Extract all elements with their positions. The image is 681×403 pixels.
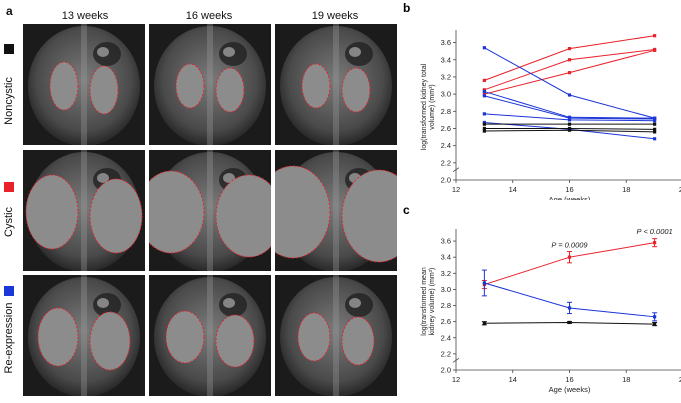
- data-point-re-expression: [567, 118, 572, 122]
- noncystic-swatch: [4, 44, 14, 54]
- x-tick-label: 20: [679, 185, 681, 194]
- data-point-cystic: [482, 88, 486, 92]
- chart-c: c 2.0 2.2 2.4 2.6 2.8 3.0 3.2 3.4 3.6 12 14 16 18 20 Ag…: [403, 203, 681, 394]
- y-tick-label: 2.4: [441, 333, 451, 342]
- mri-image-noncystic-16-weeks: [149, 24, 271, 145]
- re-expression-swatch: [4, 286, 14, 296]
- data-point-re-expression: [653, 119, 657, 123]
- y-tick-label: 3.0: [441, 285, 451, 294]
- data-point-cystic: [567, 58, 572, 62]
- data-point-re-expression: [567, 93, 572, 97]
- data-point-re-expression: [567, 116, 572, 120]
- data-point-noncystic: [653, 127, 657, 131]
- y-tick-label: 2.4: [441, 141, 451, 150]
- column-header-13-weeks: 13 weeks: [61, 10, 109, 22]
- x-tick-label: 20: [679, 375, 681, 384]
- x-axis-label: Age (weeks): [549, 195, 591, 200]
- data-point-re-expression: [482, 46, 486, 50]
- y-tick-label: 2.0: [441, 366, 451, 375]
- column-header-19-weeks: 19 weeks: [311, 10, 359, 22]
- data-point-cystic: [653, 241, 657, 245]
- data-point-noncystic: [482, 126, 486, 131]
- y-tick-label: 2.0: [441, 176, 451, 185]
- data-point-noncystic: [653, 130, 657, 134]
- x-tick-label: 16: [565, 375, 573, 384]
- x-tick-label: 18: [622, 185, 630, 194]
- chart-b: b 2.0 2.2 2.4 2.6 2.8 3.0 3.2 3.4 3.6 12 14 16 18 20 Ag…: [403, 1, 681, 200]
- mri-image-cystic-13-weeks: [23, 150, 145, 271]
- data-point-re-expression: [567, 306, 572, 310]
- data-point-cystic: [567, 255, 572, 259]
- y-tick-label: 2.8: [441, 301, 451, 310]
- row-label-cystic: Cystic: [3, 207, 15, 237]
- data-point-noncystic: [567, 122, 572, 126]
- column-header-16-weeks: 16 weeks: [185, 10, 233, 22]
- mri-image-noncystic-13-weeks: [23, 24, 145, 145]
- mri-image-cystic-16-weeks: [149, 150, 271, 271]
- y-tick-label: 2.6: [441, 124, 451, 133]
- data-point-re-expression: [482, 89, 486, 94]
- data-point-noncystic: [653, 322, 657, 326]
- y-axis-label: log(transformed meankidney volume) (mm³): [421, 267, 436, 336]
- data-point-cystic: [653, 34, 657, 38]
- data-point-noncystic: [482, 321, 486, 325]
- x-tick-label: 16: [565, 185, 573, 194]
- data-point-re-expression: [653, 137, 657, 141]
- p-value-annotation: P < 0.0001: [637, 227, 673, 236]
- data-point-re-expression: [482, 281, 486, 285]
- y-tick-label: 2.2: [441, 158, 451, 167]
- y-tick-label: 3.6: [441, 237, 451, 246]
- y-tick-label: 3.2: [441, 269, 451, 278]
- y-axis-label: log(transformed kidney totalvolume) (mm³…: [421, 63, 436, 150]
- x-tick-label: 12: [452, 375, 460, 384]
- p-value-annotation: P = 0.0009: [551, 241, 588, 250]
- mri-image-re-expression-19-weeks: [275, 275, 397, 396]
- x-tick-label: 14: [509, 185, 517, 194]
- y-tick-label: 3.6: [441, 38, 451, 47]
- mri-image-re-expression-13-weeks: [23, 275, 145, 396]
- mri-image-noncystic-19-weeks: [275, 24, 397, 145]
- data-point-re-expression: [482, 94, 486, 98]
- data-point-noncystic: [567, 320, 572, 325]
- x-axis-label: Age (weeks): [549, 385, 591, 394]
- data-point-noncystic: [567, 126, 572, 131]
- data-point-re-expression: [482, 120, 486, 125]
- data-point-cystic: [482, 78, 486, 82]
- panel-a-letter: a: [6, 4, 13, 18]
- data-point-cystic: [482, 92, 486, 96]
- series-line-cystic: [484, 48, 655, 91]
- data-point-cystic: [567, 47, 572, 51]
- row-label-re-expression: Re-expression: [3, 302, 15, 374]
- axis-break-mark: [452, 167, 460, 173]
- data-point-cystic: [653, 48, 657, 52]
- y-tick-label: 2.2: [441, 349, 451, 358]
- x-tick-label: 18: [622, 375, 630, 384]
- data-point-re-expression: [482, 112, 486, 116]
- data-point-noncystic: [482, 122, 486, 126]
- data-point-noncystic: [482, 129, 486, 133]
- y-tick-label: 3.4: [441, 55, 451, 64]
- y-tick-label: 2.8: [441, 107, 451, 116]
- data-point-cystic: [567, 71, 572, 75]
- y-tick-label: 3.4: [441, 253, 451, 262]
- y-tick-label: 2.6: [441, 317, 451, 326]
- axis-break-mark: [452, 357, 460, 363]
- mri-image-re-expression-16-weeks: [149, 275, 271, 396]
- x-tick-label: 14: [509, 375, 517, 384]
- mri-image-cystic-19-weeks: [275, 150, 397, 271]
- data-point-noncystic: [567, 128, 572, 132]
- row-label-noncystic: Noncystic: [3, 77, 15, 125]
- data-point-noncystic: [653, 122, 657, 126]
- y-tick-label: 3.2: [441, 72, 451, 81]
- data-point-re-expression: [653, 315, 657, 319]
- y-tick-label: 3.0: [441, 90, 451, 99]
- data-point-re-expression: [653, 117, 657, 121]
- panel-c-letter: c: [403, 203, 410, 217]
- panel-b-letter: b: [403, 1, 410, 15]
- x-tick-label: 12: [452, 185, 460, 194]
- cystic-swatch: [4, 182, 14, 192]
